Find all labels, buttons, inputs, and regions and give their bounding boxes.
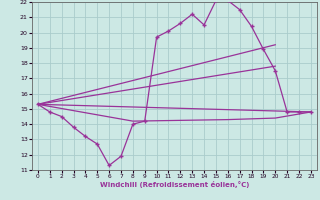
X-axis label: Windchill (Refroidissement éolien,°C): Windchill (Refroidissement éolien,°C)	[100, 181, 249, 188]
